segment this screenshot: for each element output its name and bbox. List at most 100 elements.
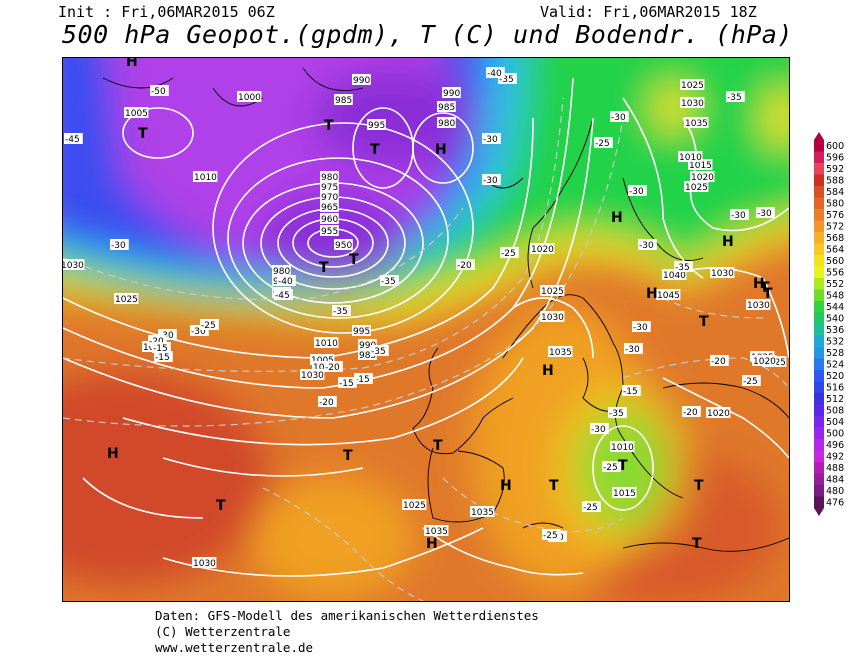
scale-label: 544 [826,302,844,313]
pressure-label: 970 [321,193,338,203]
scale-swatch [814,393,824,405]
temperature-label: -15 [623,387,638,397]
pressure-label: 1010 [194,173,217,183]
scale-swatch [814,312,824,324]
pressure-label: 990 [443,89,460,99]
pressure-center-marker: T [319,260,329,276]
temperature-label: -25 [603,463,618,473]
scale-swatch [814,174,824,186]
scale-label: 484 [826,475,844,486]
pressure-label: 1015 [689,161,712,171]
pressure-label: 985 [359,351,376,361]
pressure-center-marker: T [370,142,380,158]
pressure-label: 975 [321,183,338,193]
temperature-label: -30 [629,187,644,197]
pressure-label: 985 [335,96,352,106]
scale-label: 552 [826,279,844,290]
temperature-label: -30 [757,209,772,219]
temperature-label: -25 [501,249,516,259]
pressure-label: 1010 [611,443,634,453]
scale-label: 476 [826,498,844,509]
temperature-label: -40 [487,69,502,79]
pressure-label: 1020 [691,173,714,183]
pressure-label: 1020 [531,245,554,255]
pressure-label: 990 [353,76,370,86]
scale-swatch [814,220,824,232]
pressure-label: 995 [353,327,370,337]
pressure-center-marker: T [760,280,770,296]
scale-label: 492 [826,452,844,463]
scale-swatch [814,404,824,416]
scale-swatch [814,462,824,474]
pressure-label: 1030 [193,559,216,569]
pressure-label: 1040 [663,271,686,281]
temperature-label: -45 [275,291,290,301]
pressure-label: 1025 [115,295,138,305]
temperature-label: -25 [201,321,216,331]
pressure-center-marker: T [324,118,334,134]
temperature-label: -35 [381,277,396,287]
pressure-label: 1035 [549,348,572,358]
scale-swatch [814,381,824,393]
pressure-label: 1025 [403,501,426,511]
pressure-label: 1045 [657,291,680,301]
temperature-label: -30 [731,211,746,221]
temperature-label: -30 [611,113,626,123]
pressure-label: 990 [359,341,376,351]
pressure-label: 1005 [125,109,148,119]
scale-swatch [814,473,824,485]
scale-label: 488 [826,463,844,474]
pressure-label: 1035 [471,508,494,518]
scale-swatch [814,232,824,244]
scale-top-arrow [814,132,824,140]
pressure-center-marker: H [753,276,765,292]
pressure-label: 995 [368,121,385,131]
pressure-label: 1010 [679,153,702,163]
scale-swatch [814,347,824,359]
temperature-label: -20 [319,398,334,408]
scale-swatch [814,151,824,163]
pressure-label: 1030 [711,269,734,279]
temperature-label: -25 [743,377,758,387]
temperature-label: -35 [609,409,624,419]
temperature-label: -30 [191,327,206,337]
pressure-label: 1035 [685,119,708,129]
temperature-label: -45 [65,135,80,145]
weather-map: 1000 1005 990 985 990 985 980 995 980 975 970 965 96… [62,57,790,602]
pressure-center-marker: H [107,446,119,462]
scale-label: 576 [826,210,844,221]
temperature-labels: -45-35-35-30-30-30-35-40-35-30-25-20-25-… [64,67,775,543]
pressure-label: 980 [321,173,338,183]
pressure-label: 1030 [747,301,770,311]
scale-label: 536 [826,325,844,336]
pressure-label: 1020 [753,357,776,367]
pressure-center-marker: T [692,536,702,552]
scale-swatch [814,416,824,428]
temperature-label: -30 [633,323,648,333]
scale-label: 580 [826,199,844,210]
temperature-label: -30 [591,425,606,435]
pressure-label: 1030 [541,313,564,323]
map-title: 500 hPa Geopot.(gpdm), T (C) und Bodendr… [62,20,793,49]
scale-swatch [814,450,824,462]
scale-label: 532 [826,337,844,348]
scale-swatch [814,335,824,347]
init-time: Init : Fri,06MAR2015 06Z [58,3,275,21]
temperature-label: -25 [543,531,558,541]
temperature-label: -30 [111,241,126,251]
isotherms [63,97,789,601]
pressure-label: 950 [335,241,352,251]
scale-swatch [814,370,824,382]
pressure-center-marker: H [646,286,658,302]
pressure-label: 1000 [238,93,261,103]
temperature-label: -20 [325,363,340,373]
scale-swatch [814,324,824,336]
scale-swatch [814,439,824,451]
pressure-center-marker: T [343,448,353,464]
temperature-label: -20 [457,261,472,271]
scale-label: 512 [826,394,844,405]
pressure-center-marker: H [722,234,734,250]
pressure-label: 965 [321,203,338,213]
scale-label: 584 [826,187,844,198]
pressure-label: 955 [321,227,338,237]
